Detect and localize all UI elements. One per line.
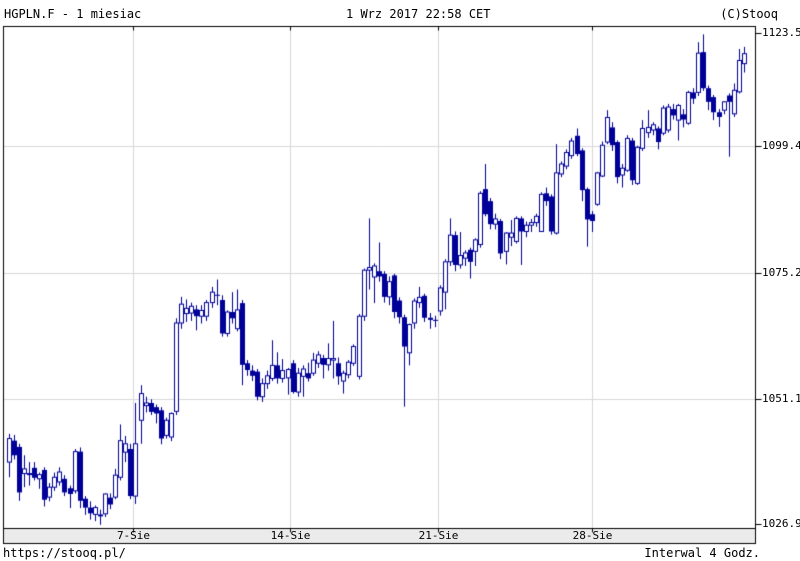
chart-symbol-title: HGPLN.F - 1 miesiac <box>4 7 142 21</box>
x-tick-label: 14-Sie <box>270 529 311 542</box>
y-tick-label: 1123.5 <box>762 26 800 39</box>
interval-label: Interwal 4 Godz. <box>644 546 760 560</box>
chart-datetime: 1 Wrz 2017 22:58 CET <box>346 7 491 21</box>
y-tick-label: 1026.9 <box>762 517 800 530</box>
y-tick-label: 1051.1 <box>762 391 800 405</box>
x-tick-label: 28-Sie <box>572 529 613 542</box>
y-tick-label: 1099.4 <box>762 139 800 153</box>
x-tick-label: 21-Sie <box>418 529 459 542</box>
y-tick-label: 1075.2 <box>762 265 800 279</box>
source-url: https://stooq.pl/ <box>3 546 126 560</box>
copyright-label: (C)Stooq <box>720 7 778 21</box>
x-tick-label: 7-Sie <box>116 529 151 542</box>
